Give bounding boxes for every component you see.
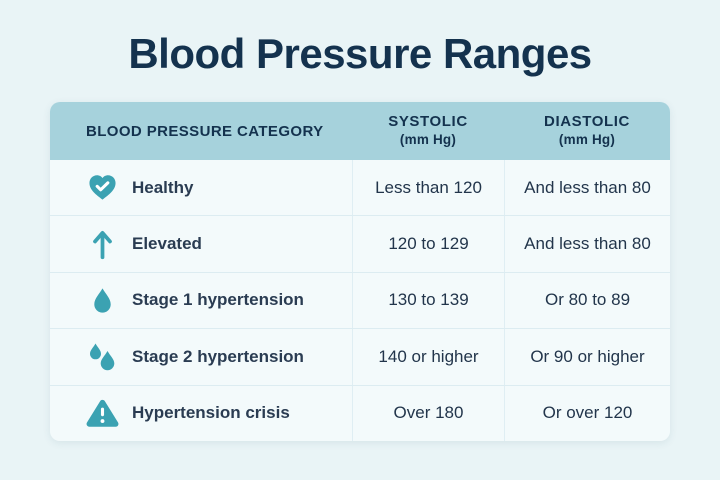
header-systolic: SYSTOLIC (mm Hg)	[352, 113, 504, 149]
category-cell: Hypertension crisis	[50, 386, 352, 441]
row-diastolic-value: And less than 80	[504, 216, 670, 272]
row-systolic-value: Over 180	[352, 385, 504, 441]
row-diastolic-value: Or 80 to 89	[504, 272, 670, 329]
droplet-icon	[84, 282, 120, 318]
header-diastolic-label: DIASTOLIC	[544, 113, 630, 131]
table-header-row: BLOOD PRESSURE CATEGORY SYSTOLIC (mm Hg)…	[50, 102, 670, 160]
table-body: Healthy Less than 120 And less than 80 E…	[50, 160, 670, 441]
blood-pressure-table: BLOOD PRESSURE CATEGORY SYSTOLIC (mm Hg)…	[50, 102, 670, 441]
header-category: BLOOD PRESSURE CATEGORY	[86, 122, 324, 140]
arrow-up-icon	[84, 226, 120, 262]
heart-check-icon	[84, 170, 120, 206]
warning-triangle-icon	[84, 395, 120, 431]
row-diastolic-value: Or 90 or higher	[504, 329, 670, 385]
header-diastolic: DIASTOLIC (mm Hg)	[504, 113, 670, 149]
table-row: Elevated 120 to 129 And less than 80	[50, 215, 670, 272]
row-diastolic-value: And less than 80	[504, 160, 670, 216]
row-systolic-value: 140 or higher	[352, 329, 504, 385]
page-title: Blood Pressure Ranges	[128, 30, 592, 77]
table-row: Healthy Less than 120 And less than 80	[50, 160, 670, 216]
table-row: Stage 2 hypertension 140 or higher Or 90…	[50, 328, 670, 385]
droplets-icon	[84, 339, 120, 375]
category-cell: Stage 2 hypertension	[50, 329, 352, 384]
category-cell: Healthy	[50, 160, 352, 215]
category-cell: Stage 1 hypertension	[50, 273, 352, 328]
row-category-label: Healthy	[132, 177, 194, 197]
table-row: Hypertension crisis Over 180 Or over 120	[50, 384, 670, 441]
row-category-label: Stage 2 hypertension	[132, 346, 304, 366]
row-systolic-value: 120 to 129	[352, 216, 504, 272]
row-category-label: Stage 1 hypertension	[132, 290, 304, 310]
header-systolic-label: SYSTOLIC	[388, 113, 468, 131]
row-diastolic-value: Or over 120	[504, 385, 670, 441]
table-row: Stage 1 hypertension 130 to 139 Or 80 to…	[50, 271, 670, 329]
header-diastolic-unit: (mm Hg)	[558, 131, 616, 147]
row-category-label: Elevated	[132, 234, 202, 254]
row-systolic-value: Less than 120	[352, 160, 504, 216]
row-systolic-value: 130 to 139	[352, 272, 504, 329]
header-systolic-unit: (mm Hg)	[399, 131, 457, 147]
row-category-label: Hypertension crisis	[132, 403, 290, 423]
category-cell: Elevated	[50, 216, 352, 271]
